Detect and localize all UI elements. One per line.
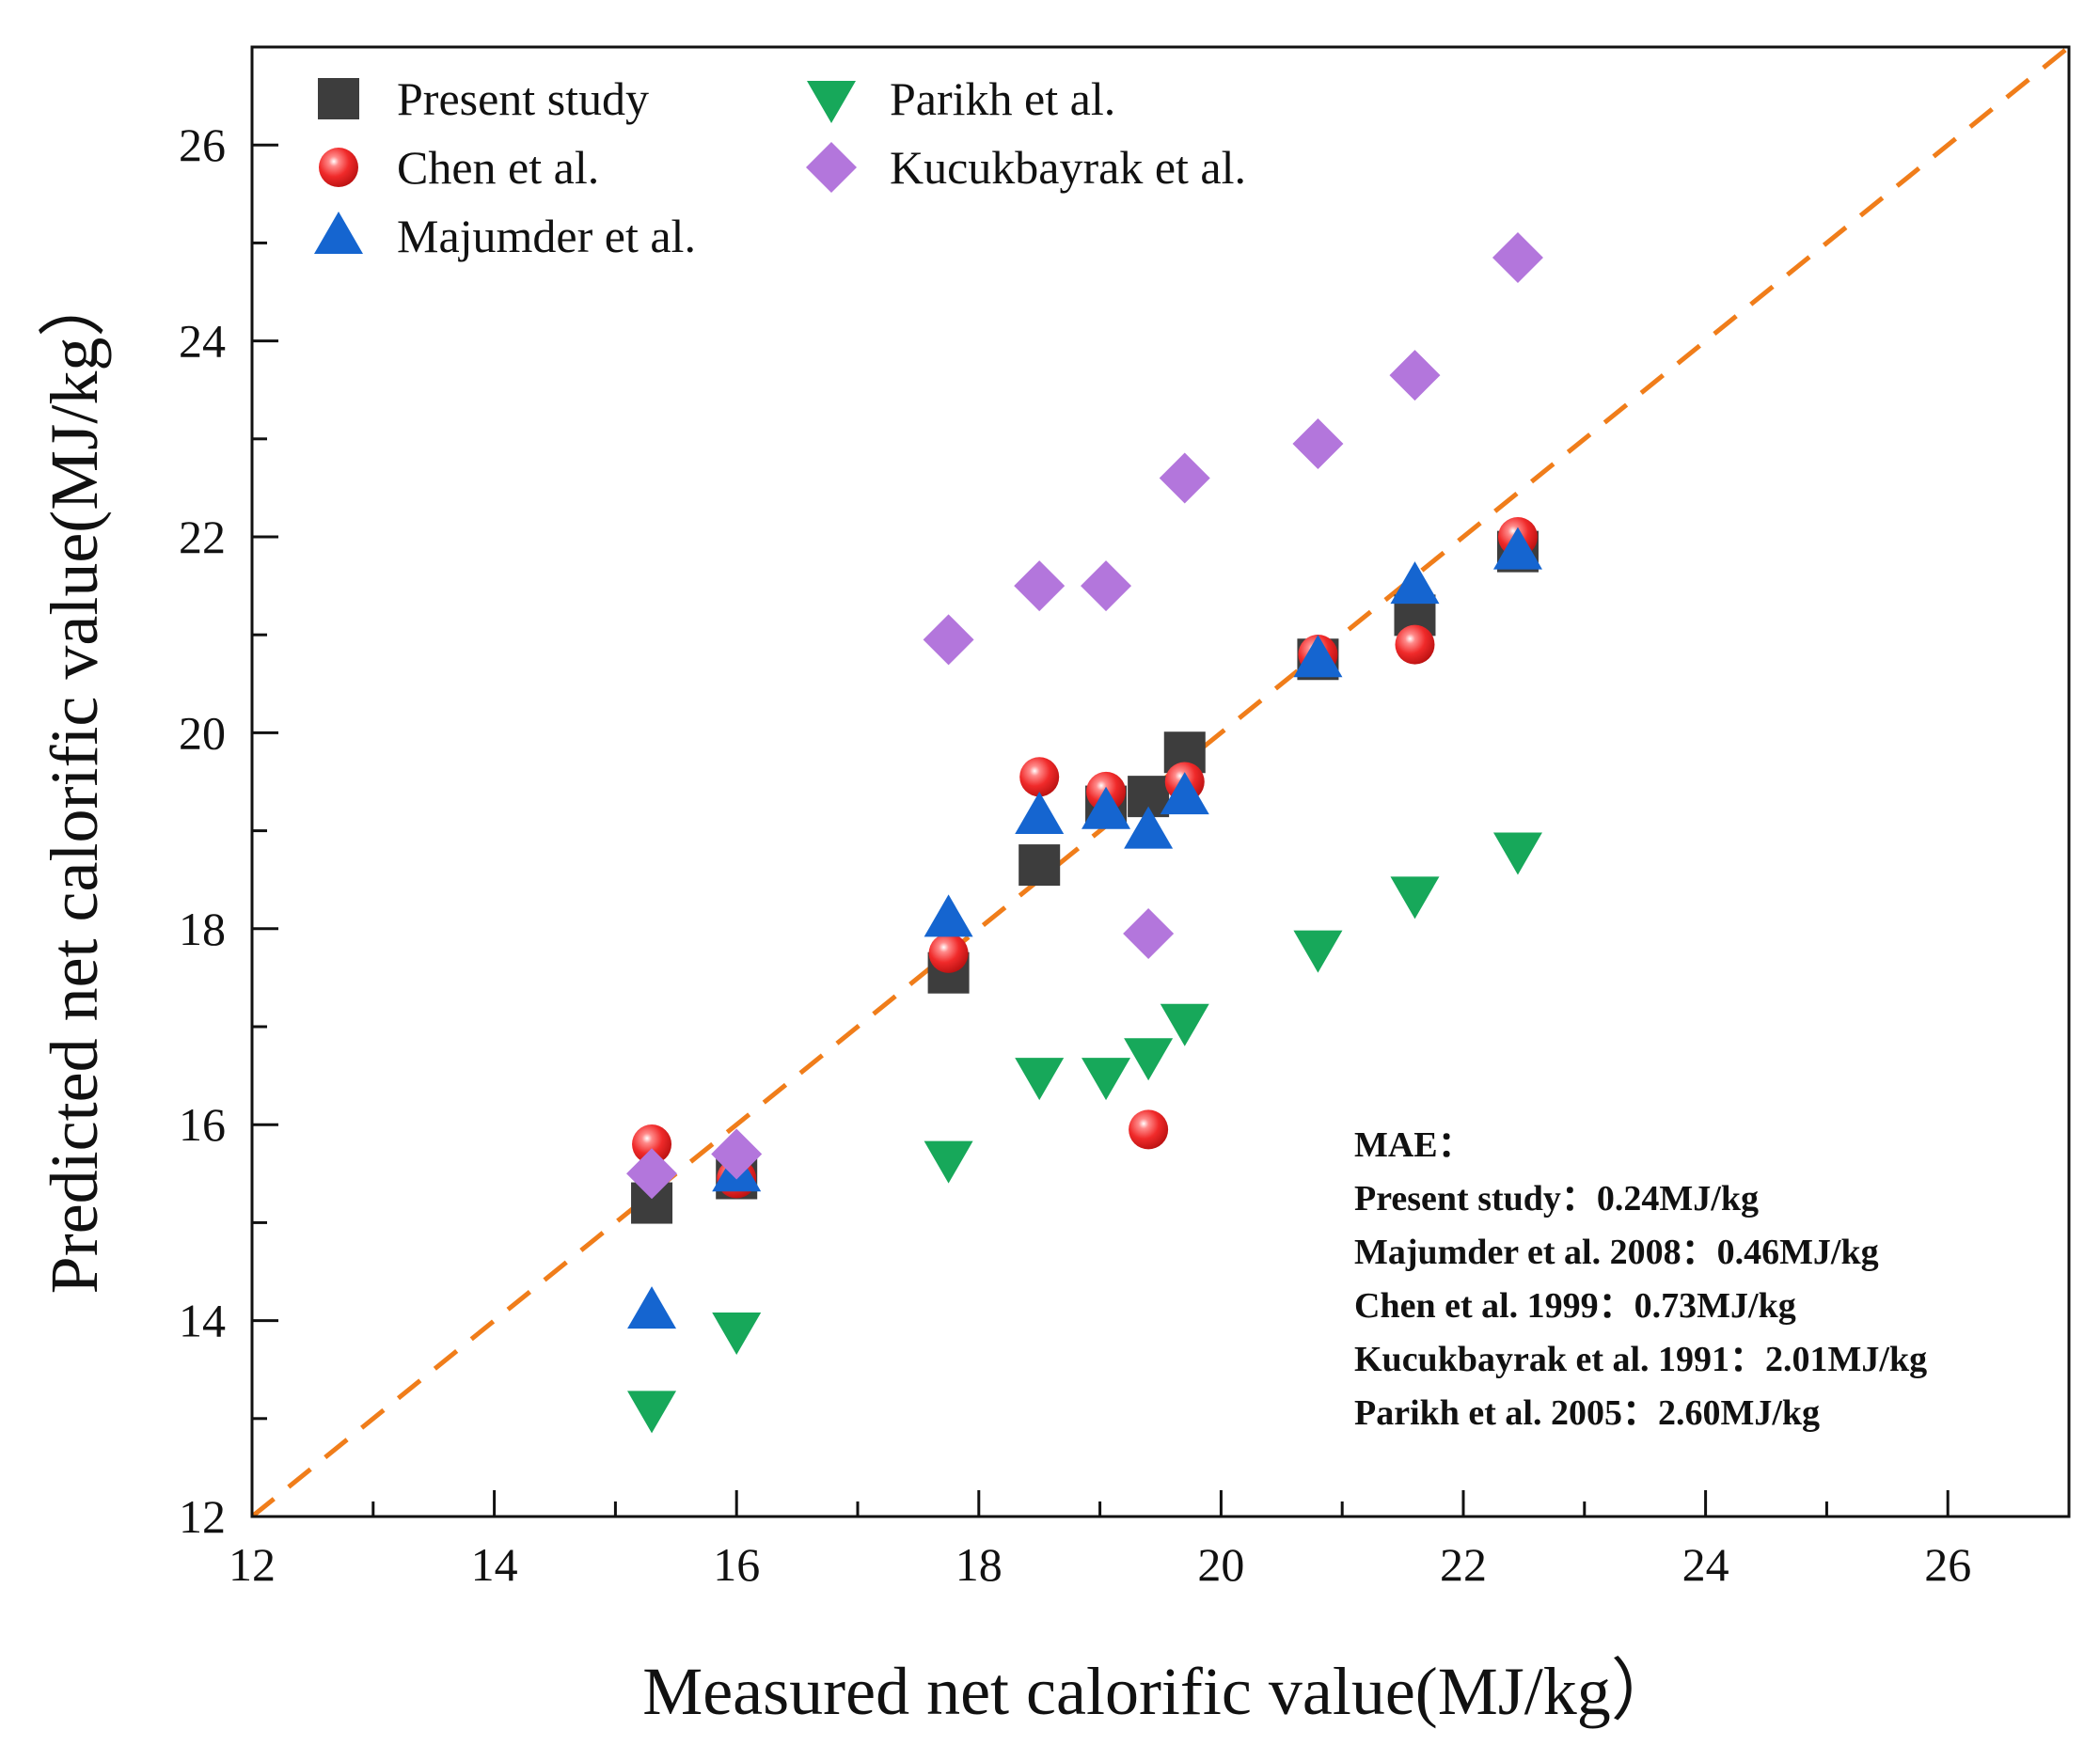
data-point xyxy=(627,1391,677,1434)
y-axis-title: Predicted net calorific value(MJ/kg） xyxy=(37,270,112,1295)
data-point xyxy=(1015,1058,1065,1101)
data-point xyxy=(1160,1003,1209,1046)
x-tick-label: 20 xyxy=(1197,1538,1244,1591)
y-tick-label: 26 xyxy=(179,118,226,171)
data-point xyxy=(1293,930,1343,973)
data-point xyxy=(1492,527,1542,570)
y-tick-label: 20 xyxy=(179,706,226,759)
data-point xyxy=(1395,624,1435,665)
x-tick-label: 18 xyxy=(955,1538,1003,1591)
y-tick-label: 14 xyxy=(179,1295,226,1347)
y-tick-label: 16 xyxy=(179,1098,226,1151)
data-point xyxy=(1293,635,1343,678)
mae-line: Present study：0.24MJ/kg xyxy=(1354,1179,1759,1218)
legend-marker xyxy=(807,81,856,123)
mae-annotation: MAE： Present study：0.24MJ/kg Majumder et… xyxy=(1354,1125,1927,1433)
legend: Present study Chen et al. Majumder et al. P… xyxy=(314,72,1246,262)
legend-label: Majumder et al. xyxy=(397,210,696,262)
series-triangle-down xyxy=(627,832,1542,1434)
data-point xyxy=(1129,1109,1169,1150)
legend-item: Parikh et al. xyxy=(807,72,1115,125)
data-point xyxy=(923,614,974,666)
legend-label: Parikh et al. xyxy=(890,72,1115,125)
data-point xyxy=(1123,908,1175,960)
data-point xyxy=(711,1128,763,1180)
x-tick-label: 16 xyxy=(713,1538,760,1591)
series-diamond xyxy=(626,232,1543,1200)
y-tick-label: 22 xyxy=(179,511,226,563)
legend-item: Kucukbayrak et al. xyxy=(806,141,1246,194)
x-tick-label: 12 xyxy=(229,1538,276,1591)
legend-marker xyxy=(318,78,359,119)
data-point xyxy=(627,1286,677,1329)
legend-item: Majumder et al. xyxy=(314,210,696,262)
axis-ticks xyxy=(250,45,2071,1518)
data-point xyxy=(626,1148,678,1200)
data-point xyxy=(1389,350,1441,401)
mae-title: MAE： xyxy=(1354,1125,1474,1165)
data-point xyxy=(1159,452,1210,504)
x-tick-label: 26 xyxy=(1924,1538,1971,1591)
data-point xyxy=(1124,806,1174,849)
data-point xyxy=(1081,560,1132,612)
data-point xyxy=(1492,232,1543,284)
plot-frame xyxy=(250,45,2071,1518)
y-tick-label: 24 xyxy=(179,315,226,368)
data-point xyxy=(1160,772,1209,815)
data-point xyxy=(1492,832,1542,875)
legend-label: Chen et al. xyxy=(397,141,599,194)
y-tick-label: 18 xyxy=(179,903,226,955)
legend-marker xyxy=(314,212,363,254)
data-point xyxy=(632,1124,672,1165)
data-point xyxy=(924,1140,973,1184)
data-point xyxy=(1015,791,1065,834)
legend-label: Present study xyxy=(397,72,649,125)
legend-marker xyxy=(806,142,857,193)
mae-line: Kucukbayrak et al. 1991：2.01MJ/kg xyxy=(1354,1340,1927,1379)
data-point xyxy=(1390,561,1440,605)
legend-item: Present study xyxy=(318,72,649,125)
data-point xyxy=(1292,418,1344,470)
legend-label: Kucukbayrak et al. xyxy=(890,141,1246,194)
mae-line: Majumder et al. 2008：0.46MJ/kg xyxy=(1354,1233,1879,1272)
data-point xyxy=(928,933,969,973)
x-tick-label: 14 xyxy=(471,1538,518,1591)
data-point xyxy=(1014,560,1066,612)
x-axis-title: Measured net calorific value(MJ/kg） xyxy=(642,1654,1679,1729)
data-point xyxy=(1019,757,1060,797)
plot-area xyxy=(252,47,2069,1517)
tick-labels: 12 14 16 18 20 22 24 26 12 14 16 18 20 22 24 26 xyxy=(179,118,1971,1591)
legend-marker xyxy=(319,148,358,187)
legend-item: Chen et al. xyxy=(319,141,599,194)
data-point xyxy=(712,1313,762,1356)
data-point xyxy=(1390,876,1440,920)
mae-line: Chen et al. 1999：0.73MJ/kg xyxy=(1354,1286,1796,1326)
data-point xyxy=(1018,844,1061,887)
x-tick-label: 22 xyxy=(1440,1538,1487,1591)
y-tick-label: 12 xyxy=(179,1490,226,1543)
mae-line: Parikh et al. 2005：2.60MJ/kg xyxy=(1354,1393,1820,1433)
data-point xyxy=(1082,786,1131,829)
data-point xyxy=(1124,1038,1174,1081)
data-point xyxy=(924,894,973,937)
reference-line xyxy=(252,47,2069,1517)
x-tick-label: 24 xyxy=(1682,1538,1729,1591)
series-triangle-up xyxy=(627,527,1542,1329)
data-point xyxy=(1082,1058,1131,1101)
